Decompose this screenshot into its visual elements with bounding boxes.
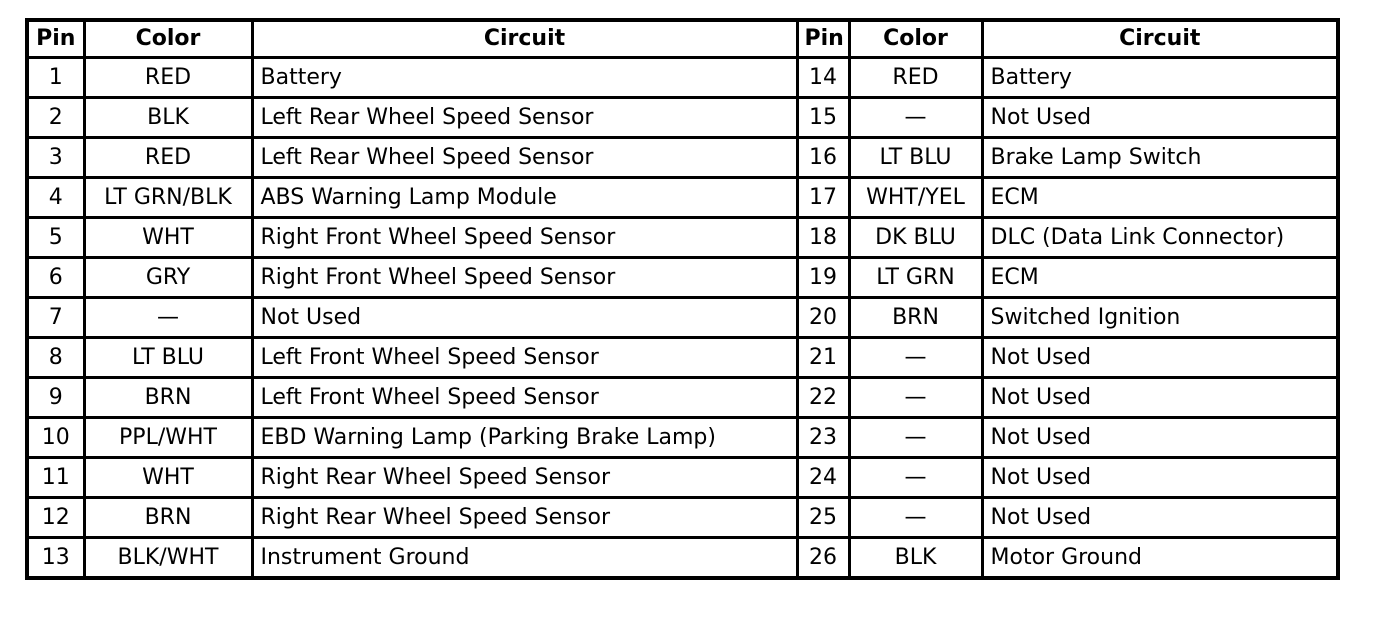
- table-row: 6 GRY Right Front Wheel Speed Sensor 19 LT G…: [25, 256, 1340, 299]
- pin-cell: 11: [25, 456, 86, 499]
- color-cell: PPL/WHT: [82, 416, 254, 459]
- pin-cell: 24: [795, 456, 851, 499]
- pin-cell: 12: [25, 496, 86, 539]
- pin-cell: 23: [795, 416, 851, 459]
- circuit-cell: Not Used: [980, 336, 1340, 379]
- table-row: 12 BRN Right Rear Wheel Speed Sensor 25— Not…: [25, 496, 1340, 539]
- circuit-cell: EBD Warning Lamp (Parking Brake Lamp): [250, 416, 799, 459]
- table-row: 8 LT BLU Left Front Wheel Speed Sensor 21— N…: [25, 336, 1340, 379]
- circuit-cell: Not Used: [250, 296, 799, 339]
- pin-cell: 25: [795, 496, 851, 539]
- circuit-cell: Left Front Wheel Speed Sensor: [250, 376, 799, 419]
- table-row: 5 WHT Right Front Wheel Speed Sensor 18 DK B…: [25, 216, 1340, 259]
- table-row: 7— Not Used 20 BRN Switched Ignition: [25, 296, 1340, 339]
- color-cell: —: [847, 416, 984, 459]
- pin-cell: 17: [795, 176, 851, 219]
- pin-cell: 22: [795, 376, 851, 419]
- circuit-cell: Brake Lamp Switch: [980, 136, 1340, 179]
- pin-cell: 1: [25, 56, 86, 99]
- pin-cell: 15: [795, 96, 851, 139]
- color-cell: LT GRN: [847, 256, 984, 299]
- pin-cell: 10: [25, 416, 86, 459]
- pin-cell: 8: [25, 336, 86, 379]
- color-cell: LT GRN/BLK: [82, 176, 254, 219]
- circuit-cell: Not Used: [980, 376, 1340, 419]
- circuit-cell: Left Rear Wheel Speed Sensor: [250, 136, 799, 179]
- color-cell: —: [847, 456, 984, 499]
- table-row: 11 WHT Right Rear Wheel Speed Sensor 24— Not…: [25, 456, 1340, 499]
- pin-cell: 13: [25, 536, 86, 580]
- pin-cell: 21: [795, 336, 851, 379]
- pin-cell: 7: [25, 296, 86, 339]
- header-pin-right: Pin: [795, 18, 851, 59]
- color-cell: WHT/YEL: [847, 176, 984, 219]
- circuit-cell: ECM: [980, 256, 1340, 299]
- header-circuit-right: Circuit: [980, 18, 1340, 59]
- pinout-table: Pin Color Circuit Pin Color Circuit 1 RED…: [25, 18, 1340, 580]
- pin-cell: 2: [25, 96, 86, 139]
- circuit-cell: Not Used: [980, 96, 1340, 139]
- header-row: Pin Color Circuit Pin Color Circuit: [25, 18, 1340, 59]
- color-cell: —: [847, 336, 984, 379]
- color-cell: —: [847, 496, 984, 539]
- color-cell: BRN: [82, 376, 254, 419]
- pin-cell: 14: [795, 56, 851, 99]
- color-cell: BRN: [847, 296, 984, 339]
- pin-cell: 18: [795, 216, 851, 259]
- table-row: 13 BLK/WHT Instrument Ground 26 BLK Motor Gro…: [25, 536, 1340, 580]
- color-cell: WHT: [82, 216, 254, 259]
- circuit-cell: Right Front Wheel Speed Sensor: [250, 256, 799, 299]
- color-cell: DK BLU: [847, 216, 984, 259]
- circuit-cell: Left Front Wheel Speed Sensor: [250, 336, 799, 379]
- table-row: 9 BRN Left Front Wheel Speed Sensor 22— Not …: [25, 376, 1340, 419]
- color-cell: WHT: [82, 456, 254, 499]
- color-cell: GRY: [82, 256, 254, 299]
- pin-cell: 16: [795, 136, 851, 179]
- circuit-cell: ECM: [980, 176, 1340, 219]
- color-cell: BLK: [847, 536, 984, 580]
- table-row: 2 BLK Left Rear Wheel Speed Sensor 15— Not U…: [25, 96, 1340, 139]
- pin-cell: 9: [25, 376, 86, 419]
- circuit-cell: Right Rear Wheel Speed Sensor: [250, 456, 799, 499]
- circuit-cell: Not Used: [980, 496, 1340, 539]
- header-color-right: Color: [847, 18, 984, 59]
- table-row: 1 RED Battery 14 RED Battery: [25, 56, 1340, 99]
- circuit-cell: DLC (Data Link Connector): [980, 216, 1340, 259]
- color-cell: RED: [82, 136, 254, 179]
- color-cell: BLK/WHT: [82, 536, 254, 580]
- header-color: Color: [82, 18, 254, 59]
- circuit-cell: Left Rear Wheel Speed Sensor: [250, 96, 799, 139]
- circuit-cell: Not Used: [980, 416, 1340, 459]
- pin-cell: 6: [25, 256, 86, 299]
- pin-cell: 3: [25, 136, 86, 179]
- header-pin: Pin: [25, 18, 86, 59]
- color-cell: —: [847, 376, 984, 419]
- pin-cell: 19: [795, 256, 851, 299]
- color-cell: —: [82, 296, 254, 339]
- circuit-cell: Switched Ignition: [980, 296, 1340, 339]
- pin-cell: 26: [795, 536, 851, 580]
- pin-cell: 20: [795, 296, 851, 339]
- color-cell: BLK: [82, 96, 254, 139]
- color-cell: LT BLU: [82, 336, 254, 379]
- color-cell: RED: [847, 56, 984, 99]
- table-row: 10 PPL/WHT EBD Warning Lamp (Parking Brake…: [25, 416, 1340, 459]
- circuit-cell: ABS Warning Lamp Module: [250, 176, 799, 219]
- color-cell: BRN: [82, 496, 254, 539]
- color-cell: —: [847, 96, 984, 139]
- circuit-cell: Right Front Wheel Speed Sensor: [250, 216, 799, 259]
- color-cell: RED: [82, 56, 254, 99]
- table-row: 4 LT GRN/BLK ABS Warning Lamp Module 17 WHT/…: [25, 176, 1340, 219]
- circuit-cell: Not Used: [980, 456, 1340, 499]
- circuit-cell: Battery: [250, 56, 799, 99]
- color-cell: LT BLU: [847, 136, 984, 179]
- pin-cell: 4: [25, 176, 86, 219]
- table-row: 3 RED Left Rear Wheel Speed Sensor 16 LT BLU…: [25, 136, 1340, 179]
- circuit-cell: Right Rear Wheel Speed Sensor: [250, 496, 799, 539]
- header-circuit: Circuit: [250, 18, 799, 59]
- pin-cell: 5: [25, 216, 86, 259]
- circuit-cell: Battery: [980, 56, 1340, 99]
- circuit-cell: Instrument Ground: [250, 536, 799, 580]
- circuit-cell: Motor Ground: [980, 536, 1340, 580]
